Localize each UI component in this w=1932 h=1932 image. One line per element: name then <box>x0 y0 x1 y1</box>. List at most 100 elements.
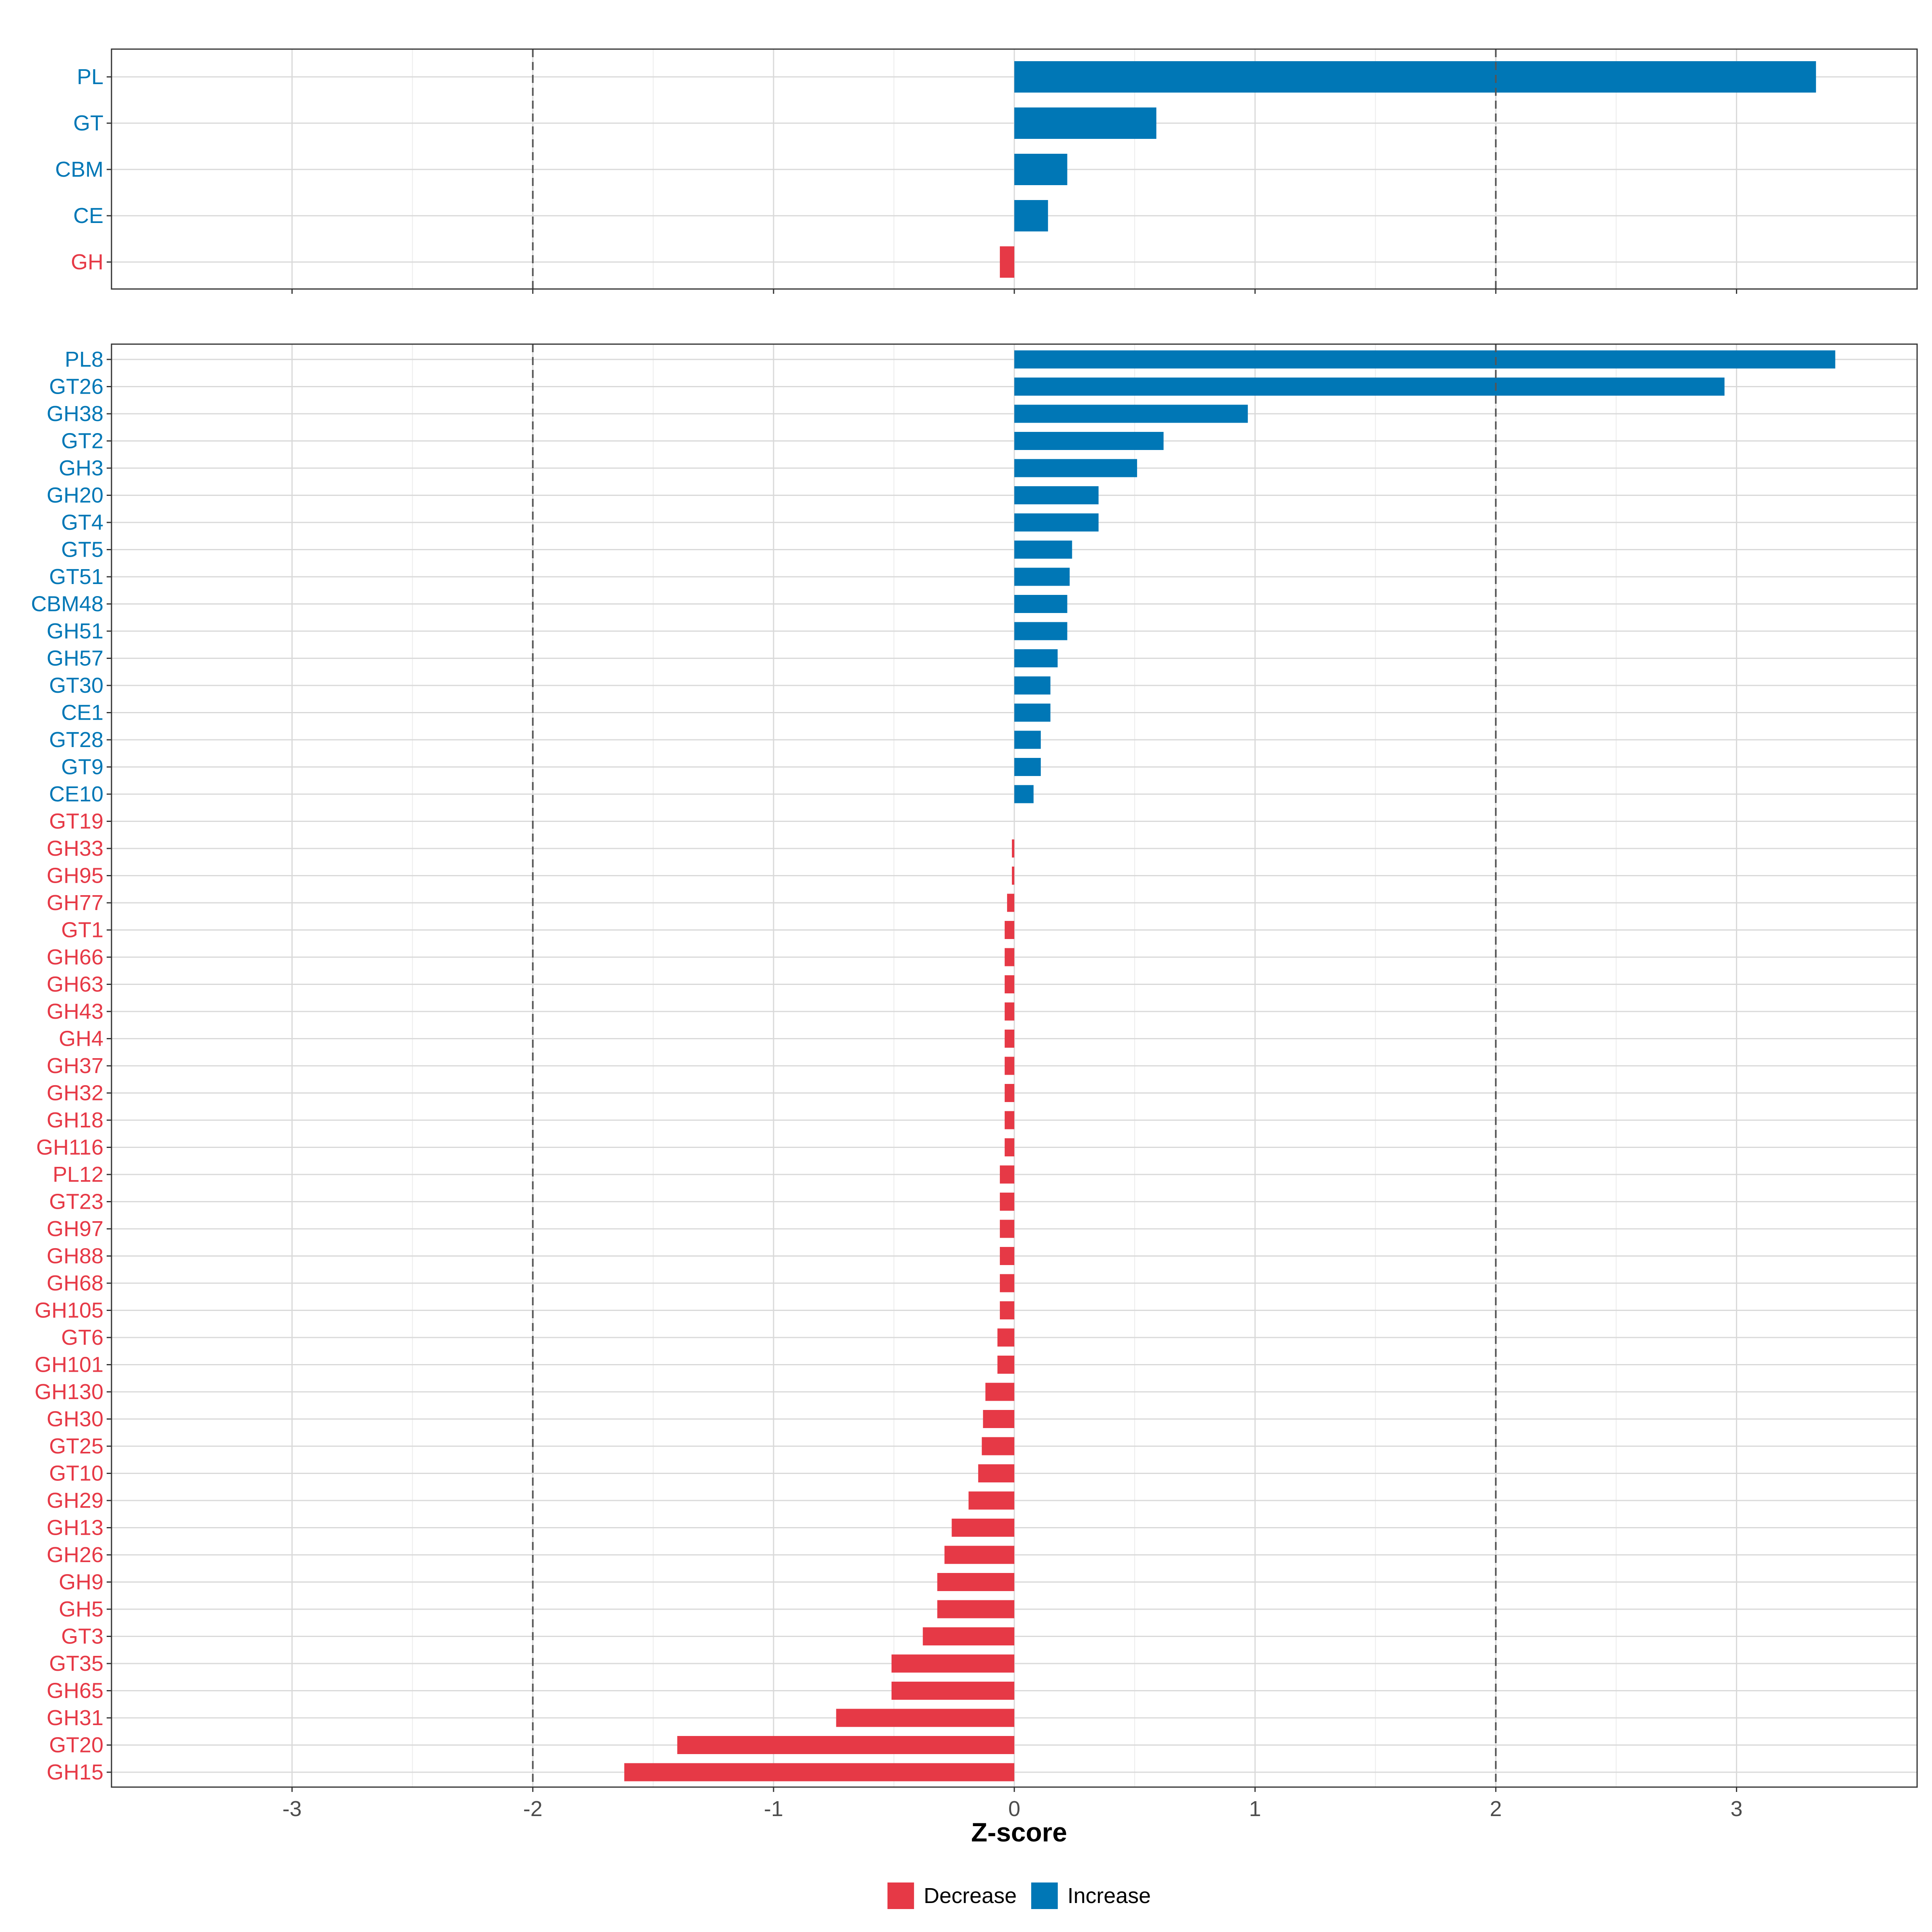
y-tick-label-gt26: GT26 <box>49 375 103 399</box>
y-tick-label-gh68: GH68 <box>47 1271 103 1295</box>
y-tick-label-pl8: PL8 <box>65 347 103 372</box>
y-tick-label-gh130: GH130 <box>35 1380 103 1404</box>
y-tick-label-gt: GT <box>73 111 103 135</box>
x-axis: -3 -2 -1 0 1 2 3 <box>283 1797 1743 1821</box>
y-tick-label-gh116: GH116 <box>36 1135 103 1160</box>
y-tick-label-gt3: GT3 <box>61 1624 103 1649</box>
y-tick-label-cbm: CBM <box>55 157 103 182</box>
bar-gh97 <box>1000 1220 1014 1238</box>
y-tick-label-pl: PL <box>77 65 103 89</box>
y-tick-label-gt19: GT19 <box>49 809 103 834</box>
y-tick-label-gh38: GH38 <box>47 402 103 426</box>
bar-gh <box>1000 246 1014 278</box>
y-tick-label-gt25: GT25 <box>49 1434 103 1458</box>
y-tick-label-gh97: GH97 <box>47 1217 103 1241</box>
bar-gh130 <box>985 1383 1014 1401</box>
y-tick-label-gh18: GH18 <box>47 1108 103 1132</box>
y-tick-label-gh32: GH32 <box>47 1081 103 1105</box>
legend-label-decrease: Decrease <box>924 1884 1017 1908</box>
y-tick-label-gh30: GH30 <box>47 1407 103 1431</box>
bar-gh68 <box>1000 1274 1014 1292</box>
bar-gh77 <box>1007 894 1014 912</box>
bar-gh65 <box>891 1682 1014 1700</box>
bar-gh9 <box>937 1573 1014 1591</box>
bar-gt9 <box>1014 758 1041 776</box>
y-tick-label-gh63: GH63 <box>47 972 103 997</box>
bar-gh88 <box>1000 1247 1014 1265</box>
y-tick-label-gh77: GH77 <box>47 891 103 915</box>
bar-pl <box>1014 61 1816 93</box>
y-tick-label-gt10: GT10 <box>49 1461 103 1486</box>
bar-gh5 <box>937 1600 1014 1618</box>
y-tick-label-gt2: GT2 <box>61 429 103 453</box>
bar-gh32 <box>1005 1084 1014 1102</box>
bar-pl8 <box>1014 350 1835 369</box>
y-tick-label-gh57: GH57 <box>47 646 103 671</box>
y-tick-label-gh65: GH65 <box>47 1679 103 1703</box>
y-tick-label-gh3: GH3 <box>59 456 103 480</box>
y-tick-label-gt20: GT20 <box>49 1733 103 1757</box>
top-panel: PL GT CBM CE GH <box>55 48 1918 294</box>
y-tick-label-gt4: GT4 <box>61 510 103 535</box>
bar-gh105 <box>1000 1301 1014 1319</box>
bar-gh4 <box>1005 1030 1014 1048</box>
y-tick-label-gt6: GT6 <box>61 1325 103 1350</box>
bar-gh33 <box>1012 839 1014 858</box>
bar-gt25 <box>982 1437 1014 1455</box>
legend-key-decrease <box>887 1882 914 1909</box>
bar-gt1 <box>1005 921 1014 939</box>
y-tick-label-gt51: GT51 <box>49 565 103 589</box>
bar-ce1 <box>1014 704 1051 722</box>
bar-gh101 <box>997 1356 1014 1374</box>
bar-cbm <box>1014 154 1067 185</box>
bar-gt20 <box>677 1736 1014 1754</box>
y-tick-label-gh20: GH20 <box>47 483 103 508</box>
y-tick-label-ce1: CE1 <box>61 701 103 725</box>
y-tick-label-gt28: GT28 <box>49 728 103 752</box>
y-tick-label-gh51: GH51 <box>47 619 103 643</box>
x-tick-label: -3 <box>283 1797 302 1821</box>
x-tick-label: 2 <box>1490 1797 1502 1821</box>
x-tick-label: 1 <box>1249 1797 1261 1821</box>
bar-gh31 <box>836 1709 1014 1727</box>
y-tick-label-gh101: GH101 <box>35 1353 103 1377</box>
bar-pl12 <box>1000 1165 1014 1184</box>
bar-gh43 <box>1005 1002 1014 1021</box>
y-tick-label-pl12: PL12 <box>53 1162 103 1187</box>
y-tick-label-gh29: GH29 <box>47 1488 103 1513</box>
bar-gh13 <box>952 1519 1014 1537</box>
y-tick-label-gh43: GH43 <box>47 999 103 1024</box>
y-tick-label-gt30: GT30 <box>49 673 103 698</box>
bar-gh18 <box>1005 1111 1014 1129</box>
bar-gt2 <box>1014 432 1164 450</box>
bar-gh30 <box>983 1410 1014 1428</box>
y-tick-label-gh37: GH37 <box>47 1054 103 1078</box>
y-tick-label-gt9: GT9 <box>61 755 103 779</box>
y-tick-label-gh26: GH26 <box>47 1543 103 1567</box>
bar-gh63 <box>1005 975 1014 993</box>
y-tick-label-gt35: GT35 <box>49 1651 103 1676</box>
y-tick-label-gt5: GT5 <box>61 538 103 562</box>
bar-gh95 <box>1012 867 1014 885</box>
x-tick-label: -2 <box>523 1797 543 1821</box>
bar-gh3 <box>1014 459 1137 477</box>
x-tick-label: 3 <box>1730 1797 1742 1821</box>
y-tick-label-gt1: GT1 <box>61 918 103 942</box>
y-tick-label-gh4: GH4 <box>59 1027 103 1051</box>
legend: Decrease Increase <box>887 1882 1151 1909</box>
y-tick-label-gh95: GH95 <box>47 864 103 888</box>
bar-gt6 <box>997 1328 1014 1347</box>
y-tick-label-gh5: GH5 <box>59 1597 103 1621</box>
bar-gh26 <box>944 1546 1014 1564</box>
bar-gh15 <box>624 1763 1014 1781</box>
bar-ce10 <box>1014 785 1034 803</box>
bar-gt3 <box>923 1627 1014 1645</box>
bar-gt4 <box>1014 513 1099 532</box>
y-tick-label-gh13: GH13 <box>47 1516 103 1540</box>
y-tick-label-gh: GH <box>71 250 103 274</box>
bar-gt <box>1014 107 1156 139</box>
x-tick-label: 0 <box>1008 1797 1020 1821</box>
bar-gh116 <box>1005 1138 1014 1156</box>
bar-gh66 <box>1005 948 1014 966</box>
